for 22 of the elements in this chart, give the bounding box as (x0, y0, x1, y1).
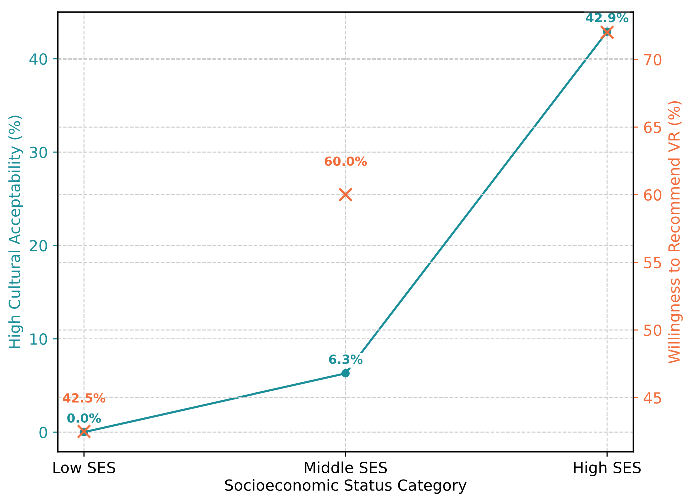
data-label: 42.5% (63, 393, 106, 403)
data-label: 0.0% (68, 414, 102, 424)
y2-tick-label: 50 (644, 324, 662, 336)
data-label: 60.0% (324, 156, 368, 166)
x-tick-label: Low SES (54, 462, 116, 474)
y-tick-label: 40 (30, 53, 48, 66)
y2-tick-label: 60 (644, 189, 662, 201)
y-tick-label: 30 (30, 146, 48, 158)
y2-tick-label: 70 (644, 54, 662, 66)
y-tick-label: 0 (40, 426, 48, 438)
y-tick-label: 20 (30, 240, 48, 252)
x-tick-label: High SES (574, 462, 641, 477)
y2-tick-label: 55 (644, 257, 662, 269)
y-axis-title: High Cultural Acceptability (%) (8, 116, 24, 348)
x-axis-title: Socioeconomic Status Category (225, 479, 467, 494)
data-label: 6.3% (329, 354, 363, 364)
y-tick-label: 10 (30, 334, 48, 346)
y2-axis-title: Willingness to Recommend VR (%) (668, 101, 684, 364)
data-label: 42.9% (586, 13, 629, 23)
y2-tick-label: 45 (644, 392, 662, 404)
y2-tick-label: 65 (644, 122, 662, 134)
x-tick-label: Middle SES (305, 462, 388, 474)
